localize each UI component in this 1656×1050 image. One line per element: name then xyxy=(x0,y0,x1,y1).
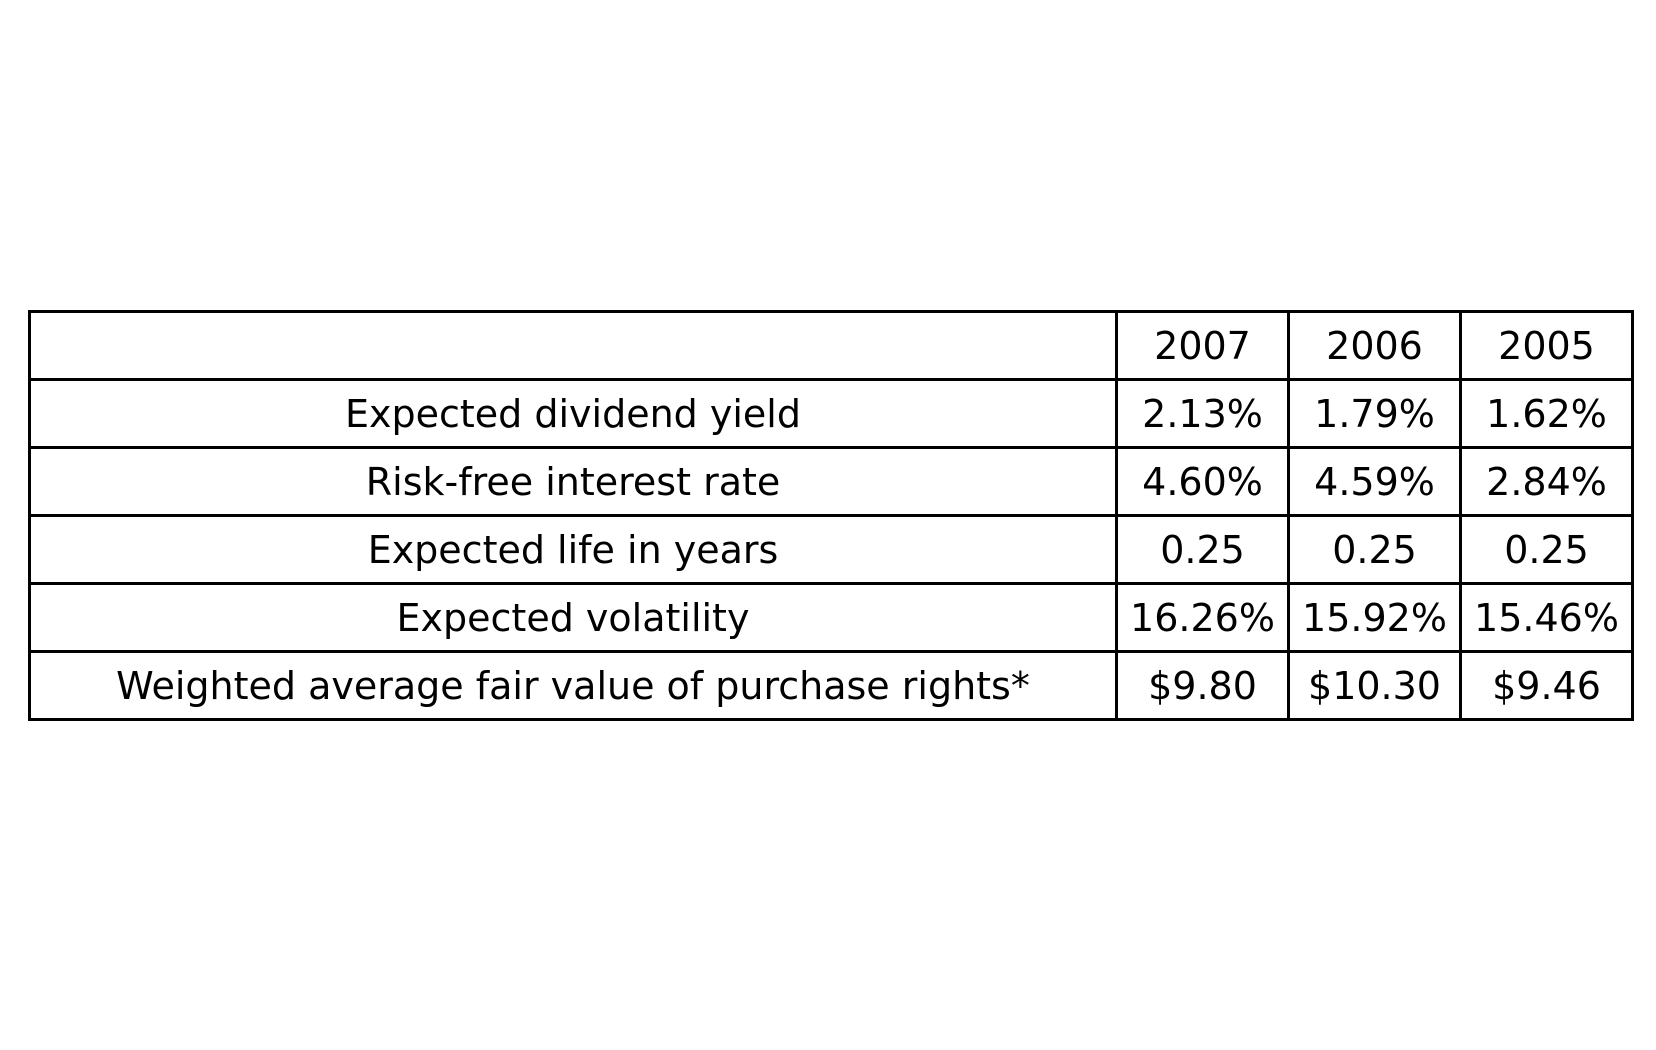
data-table: 2007 2006 2005 Expected dividend yield 2… xyxy=(28,310,1634,721)
header-cell-2005: 2005 xyxy=(1459,310,1634,381)
header-cell-2006: 2006 xyxy=(1287,310,1462,381)
row-label: Expected volatility xyxy=(28,582,1118,653)
value-cell: $9.46 xyxy=(1459,650,1634,721)
value-cell: 2.13% xyxy=(1115,378,1290,449)
value-cell: 4.59% xyxy=(1287,446,1462,517)
value-cell: $9.80 xyxy=(1115,650,1290,721)
value-cell: 0.25 xyxy=(1459,514,1634,585)
value-cell: $10.30 xyxy=(1287,650,1462,721)
table-row: Expected dividend yield 2.13% 1.79% 1.62… xyxy=(28,378,1634,449)
table-row: Expected life in years 0.25 0.25 0.25 xyxy=(28,514,1634,585)
row-label: Expected life in years xyxy=(28,514,1118,585)
table-row: Risk-free interest rate 4.60% 4.59% 2.84… xyxy=(28,446,1634,517)
value-cell: 4.60% xyxy=(1115,446,1290,517)
header-cell-empty xyxy=(28,310,1118,381)
table-row: Expected volatility 16.26% 15.92% 15.46% xyxy=(28,582,1634,653)
header-cell-2007: 2007 xyxy=(1115,310,1290,381)
value-cell: 0.25 xyxy=(1287,514,1462,585)
row-label: Risk-free interest rate xyxy=(28,446,1118,517)
value-cell: 0.25 xyxy=(1115,514,1290,585)
value-cell: 16.26% xyxy=(1115,582,1290,653)
table-row: Weighted average fair value of purchase … xyxy=(28,650,1634,721)
value-cell: 15.92% xyxy=(1287,582,1462,653)
value-cell: 2.84% xyxy=(1459,446,1634,517)
value-cell: 1.79% xyxy=(1287,378,1462,449)
row-label: Expected dividend yield xyxy=(28,378,1118,449)
value-cell: 15.46% xyxy=(1459,582,1634,653)
value-cell: 1.62% xyxy=(1459,378,1634,449)
header-row: 2007 2006 2005 xyxy=(28,310,1634,381)
table-body: 2007 2006 2005 Expected dividend yield 2… xyxy=(28,310,1634,721)
data-table-container: 2007 2006 2005 Expected dividend yield 2… xyxy=(28,310,1634,721)
row-label: Weighted average fair value of purchase … xyxy=(28,650,1118,721)
